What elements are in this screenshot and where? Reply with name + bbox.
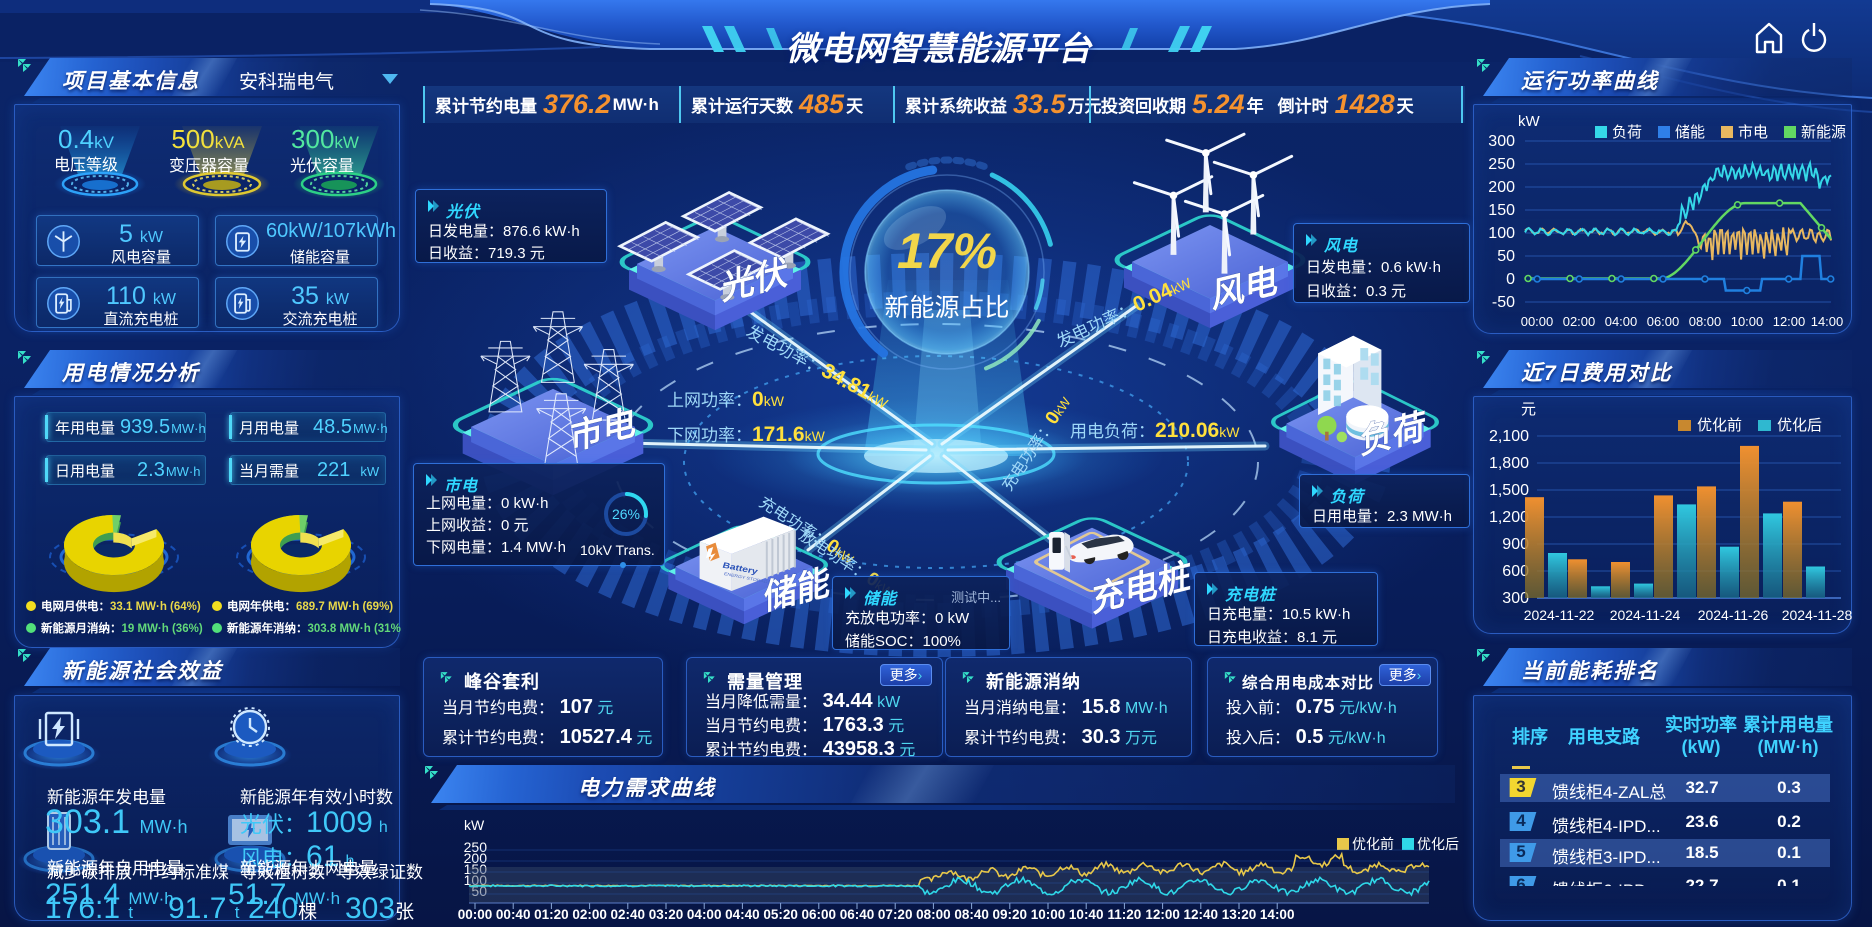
svg-text:900: 900 — [1502, 536, 1529, 553]
svg-text:08:00: 08:00 — [1689, 314, 1722, 329]
svg-text:11:20: 11:20 — [1108, 907, 1142, 922]
svg-text:优化后: 优化后 — [1777, 417, 1822, 434]
svg-text:250: 250 — [464, 839, 488, 855]
svg-text:优化前: 优化前 — [1352, 836, 1394, 852]
svg-text:04:00: 04:00 — [687, 907, 722, 922]
svg-text:14:00: 14:00 — [1260, 907, 1295, 922]
svg-text:08:00: 08:00 — [916, 907, 951, 922]
svg-text:300: 300 — [1488, 133, 1515, 150]
svg-text:06:00: 06:00 — [1647, 314, 1680, 329]
svg-text:01:20: 01:20 — [534, 907, 569, 922]
svg-text:kW: kW — [1518, 113, 1541, 130]
svg-text:2024-11-26: 2024-11-26 — [1698, 607, 1769, 623]
svg-text:优化后: 优化后 — [1417, 836, 1459, 852]
svg-text:150: 150 — [1488, 202, 1515, 219]
svg-text:50: 50 — [1497, 248, 1515, 265]
svg-text:17%: 17% — [897, 223, 997, 279]
svg-text:05:20: 05:20 — [763, 907, 798, 922]
svg-text:2024-11-22: 2024-11-22 — [1524, 607, 1595, 623]
svg-text:2,100: 2,100 — [1489, 428, 1529, 445]
svg-text:优化前: 优化前 — [1697, 417, 1742, 434]
svg-text:12:40: 12:40 — [1184, 907, 1219, 922]
svg-text:150: 150 — [464, 861, 488, 877]
svg-text:用电负荷：210.06kW: 用电负荷：210.06kW — [1070, 419, 1240, 442]
svg-text:1,500: 1,500 — [1489, 482, 1529, 499]
svg-text:07:20: 07:20 — [878, 907, 913, 922]
svg-text:08:40: 08:40 — [954, 907, 989, 922]
svg-text:储能: 储能 — [1675, 124, 1705, 141]
svg-text:kW: kW — [464, 817, 485, 833]
svg-text:下网功率：171.6kW: 下网功率：171.6kW — [667, 423, 826, 446]
svg-text:市电: 市电 — [1738, 124, 1768, 141]
svg-text:00:00: 00:00 — [458, 907, 493, 922]
svg-text:12:00: 12:00 — [1145, 907, 1180, 922]
svg-text:-50: -50 — [1492, 294, 1515, 311]
svg-text:03:20: 03:20 — [649, 907, 684, 922]
svg-text:1,200: 1,200 — [1489, 509, 1529, 526]
svg-text:1,800: 1,800 — [1489, 455, 1529, 472]
svg-text:02:00: 02:00 — [1563, 314, 1596, 329]
svg-text:13:20: 13:20 — [1222, 907, 1257, 922]
svg-text:10:00: 10:00 — [1731, 314, 1764, 329]
svg-text:负荷: 负荷 — [1612, 124, 1642, 141]
svg-text:02:00: 02:00 — [572, 907, 607, 922]
svg-text:新能源: 新能源 — [1801, 124, 1846, 141]
svg-text:04:00: 04:00 — [1605, 314, 1638, 329]
svg-text:2024-11-28: 2024-11-28 — [1782, 607, 1852, 623]
svg-text:200: 200 — [1488, 179, 1515, 196]
svg-text:200: 200 — [464, 850, 488, 866]
svg-text:04:40: 04:40 — [725, 907, 760, 922]
svg-text:09:20: 09:20 — [993, 907, 1028, 922]
svg-text:上网功率：0kW: 上网功率：0kW — [667, 388, 785, 411]
svg-text:300: 300 — [1502, 590, 1529, 607]
svg-text:新能源占比: 新能源占比 — [884, 294, 1009, 322]
svg-text:12:00: 12:00 — [1773, 314, 1806, 329]
svg-text:06:40: 06:40 — [840, 907, 875, 922]
svg-text:0: 0 — [1506, 271, 1515, 288]
svg-text:100: 100 — [1488, 225, 1515, 242]
svg-text:14:00: 14:00 — [1811, 314, 1844, 329]
svg-text:600: 600 — [1502, 563, 1529, 580]
svg-text:元: 元 — [1521, 401, 1536, 418]
svg-text:50: 50 — [471, 883, 487, 899]
svg-text:06:00: 06:00 — [802, 907, 837, 922]
svg-text:250: 250 — [1488, 156, 1515, 173]
svg-text:2024-11-24: 2024-11-24 — [1610, 607, 1681, 623]
svg-text:10:40: 10:40 — [1069, 907, 1104, 922]
svg-text:10:00: 10:00 — [1031, 907, 1066, 922]
svg-text:26%: 26% — [612, 506, 640, 522]
svg-text:100: 100 — [464, 872, 488, 888]
svg-text:02:40: 02:40 — [611, 907, 646, 922]
svg-text:00:00: 00:00 — [1521, 314, 1554, 329]
svg-text:00:40: 00:40 — [496, 907, 531, 922]
